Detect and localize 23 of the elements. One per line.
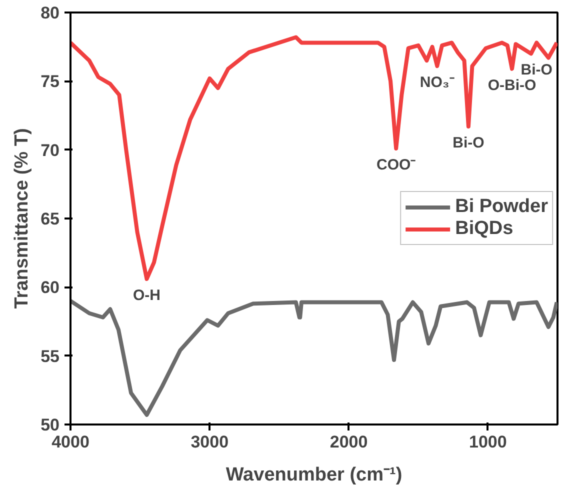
x-tick-label: 2000 bbox=[330, 432, 368, 452]
line-series bbox=[70, 35, 558, 281]
x-tick-label: 4000 bbox=[52, 432, 90, 452]
annotation: Bi-O bbox=[452, 134, 485, 152]
x-tick-label: 3000 bbox=[190, 432, 229, 452]
annotation: O-Bi-O bbox=[488, 76, 536, 94]
legend-label: Bi Powder bbox=[455, 196, 548, 218]
annotation: O-H bbox=[133, 286, 161, 304]
y-axis-title: Transmittance (% T) bbox=[12, 128, 33, 309]
annotation: NO₃⁻ bbox=[420, 74, 454, 92]
annotation: Bi-O bbox=[520, 62, 553, 79]
y-tick-label: 75 bbox=[40, 72, 60, 92]
x-tick-label: 1000 bbox=[469, 432, 507, 452]
y-tick-label: 50 bbox=[40, 416, 60, 434]
y-tick-label: 60 bbox=[40, 278, 60, 298]
y-tick-label: 55 bbox=[40, 346, 60, 366]
y-tick-label: 80 bbox=[40, 4, 60, 22]
y-tick-label: 70 bbox=[40, 140, 60, 160]
x-axis-title: Wavenumber (cm⁻¹) bbox=[226, 464, 402, 486]
legend-label: BiQDs bbox=[455, 218, 514, 240]
line-series bbox=[70, 298, 558, 417]
y-tick-label: 65 bbox=[40, 210, 60, 228]
annotation: COO⁻ bbox=[376, 156, 416, 174]
